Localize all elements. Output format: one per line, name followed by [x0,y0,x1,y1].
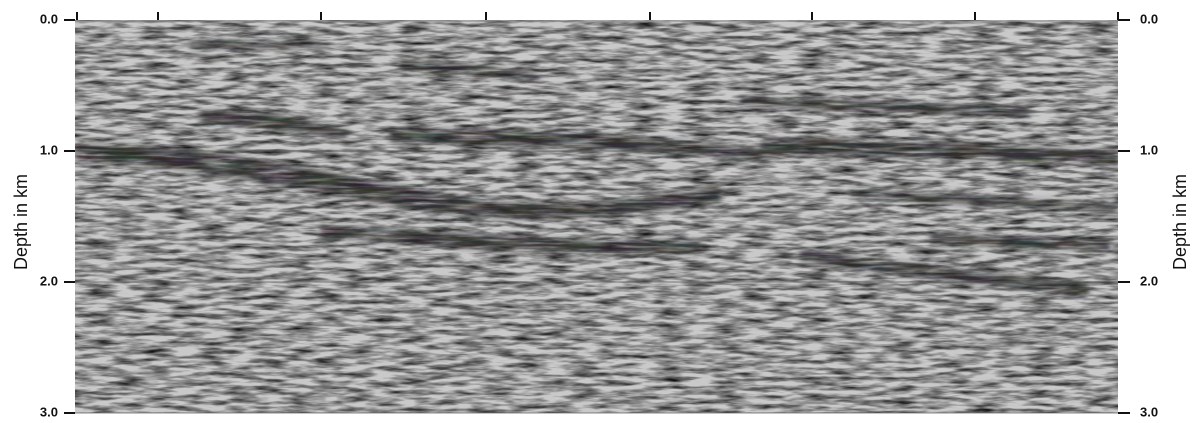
y2-axis-title: Depth in km [1170,174,1190,270]
seismic-image [75,20,1118,413]
y2-tick-label: 0.0 [1140,11,1158,26]
y2-tick-label: 2.0 [1140,273,1158,288]
y2-tick-label: 1.0 [1140,142,1158,157]
y2-tick-label: 3.0 [1140,404,1158,419]
y-tick-label: 3.0 [40,404,58,419]
y-tick-label: 2.0 [40,273,58,288]
y-tick-label: 1.0 [40,142,58,157]
y-axis-title: Depth in km [11,174,31,270]
y-tick-label: 0.0 [40,11,58,26]
top-ticks [76,12,1119,20]
